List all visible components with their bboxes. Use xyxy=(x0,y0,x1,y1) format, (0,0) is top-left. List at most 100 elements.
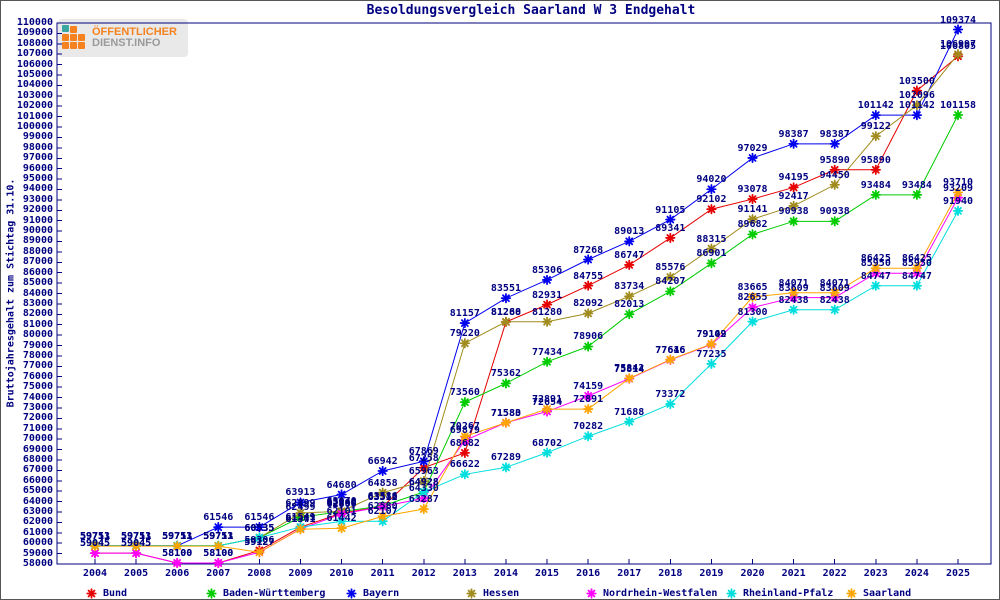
data-point-marker xyxy=(418,486,429,498)
site-logo[interactable]: ÖFFENTLICHER DIENST.INFO xyxy=(58,19,188,57)
y-tick-label: 93000 xyxy=(22,193,53,205)
y-tick-label: 109000 xyxy=(16,27,53,39)
data-point-marker xyxy=(254,522,265,533)
data-point-marker xyxy=(418,456,429,467)
data-point-marker xyxy=(541,403,553,415)
logo-squares-icon xyxy=(62,25,88,51)
data-point-marker xyxy=(829,164,840,175)
x-tick-label: 2021 xyxy=(781,568,806,579)
data-point-marker xyxy=(829,179,840,190)
y-tick-label: 96000 xyxy=(22,162,53,174)
x-tick-label: 2016 xyxy=(576,568,601,579)
data-point-marker xyxy=(459,397,470,408)
data-point-marker xyxy=(254,532,265,543)
data-point-marker xyxy=(295,497,306,508)
data-point-marker xyxy=(911,100,923,111)
y-tick-label: 61000 xyxy=(22,526,53,538)
data-point-marker xyxy=(747,291,758,303)
data-point-marker xyxy=(624,309,635,320)
data-point-marker xyxy=(541,356,553,367)
data-point-marker xyxy=(172,541,183,552)
data-point-marker xyxy=(952,109,964,121)
y-tick-label: 95000 xyxy=(22,173,53,185)
y-tick-label: 105000 xyxy=(16,69,53,81)
data-point-marker xyxy=(541,316,553,327)
x-tick-label: 2004 xyxy=(82,568,108,579)
data-point-marker xyxy=(665,232,676,244)
y-tick-label: 77000 xyxy=(22,360,53,372)
data-point-marker xyxy=(952,187,964,198)
data-point-marker xyxy=(377,501,388,512)
data-point-marker xyxy=(706,204,717,215)
y-tick-label: 69000 xyxy=(22,443,53,455)
y-tick-label: 60000 xyxy=(22,537,53,549)
data-point-marker xyxy=(130,541,142,552)
data-point-marker xyxy=(336,523,347,534)
data-point-marker xyxy=(911,85,923,96)
data-point-marker xyxy=(583,431,594,442)
x-tick-label: 2012 xyxy=(411,568,436,579)
data-point-marker xyxy=(254,547,265,558)
data-point-marker xyxy=(459,338,470,349)
x-tick-label: 2019 xyxy=(699,568,724,579)
y-tick-label: 107000 xyxy=(16,48,53,60)
data-point-marker xyxy=(870,110,881,121)
data-point-marker xyxy=(541,299,553,310)
data-point-marker xyxy=(336,516,347,527)
y-tick-label: 83000 xyxy=(22,297,53,309)
data-point-marker xyxy=(213,522,224,533)
data-point-marker xyxy=(870,280,881,291)
data-point-marker xyxy=(418,493,429,504)
y-tick-label: 78000 xyxy=(22,349,53,361)
data-point-marker xyxy=(377,465,388,477)
y-tick-label: 67000 xyxy=(22,464,53,476)
chart-title: Besoldungsvergleich Saarland W 3 Endgeha… xyxy=(366,3,696,18)
data-point-marker xyxy=(624,291,635,302)
y-tick-label: 64000 xyxy=(22,495,53,507)
data-point-marker xyxy=(295,507,306,519)
x-tick-label: 2010 xyxy=(329,568,354,579)
y-tick-label: 104000 xyxy=(16,79,53,91)
data-point-marker xyxy=(459,469,470,480)
y-tick-label: 74000 xyxy=(22,391,53,403)
y-tick-label: 85000 xyxy=(22,277,53,289)
series-line-hessen xyxy=(95,53,959,547)
data-point-marker xyxy=(583,254,594,265)
data-point-marker xyxy=(706,358,717,369)
x-tick-label: 2007 xyxy=(206,568,231,579)
series-line-saarland xyxy=(95,192,959,553)
data-point-marker xyxy=(500,417,512,428)
data-point-marker xyxy=(624,236,635,247)
data-point-marker xyxy=(665,398,676,410)
data-point-marker xyxy=(541,447,553,458)
y-tick-label: 87000 xyxy=(22,256,53,268)
data-point-marker xyxy=(952,205,964,216)
data-point-marker xyxy=(459,431,470,442)
x-tick-label: 2013 xyxy=(452,568,477,579)
data-point-marker xyxy=(213,557,224,569)
data-point-marker xyxy=(952,24,964,35)
x-tick-label: 2011 xyxy=(370,568,395,579)
y-tick-label: 68000 xyxy=(22,453,53,465)
data-point-marker xyxy=(89,548,101,559)
y-tick-label: 97000 xyxy=(22,152,53,164)
data-point-marker xyxy=(747,214,758,225)
x-tick-label: 2017 xyxy=(617,568,642,579)
x-tick-label: 2008 xyxy=(247,568,272,579)
y-tick-label: 73000 xyxy=(22,401,53,413)
data-point-marker xyxy=(665,286,676,297)
data-point-marker xyxy=(336,489,347,500)
data-point-marker xyxy=(911,189,923,200)
data-point-marker xyxy=(583,280,594,291)
y-tick-label: 65000 xyxy=(22,485,53,497)
y-tick-label: 99000 xyxy=(22,131,53,143)
y-tick-label: 100000 xyxy=(16,121,53,133)
data-point-marker xyxy=(624,416,635,427)
y-tick-label: 86000 xyxy=(22,266,53,278)
data-point-marker xyxy=(377,487,388,498)
x-tick-label: 2018 xyxy=(658,568,683,579)
y-tick-label: 76000 xyxy=(22,370,53,382)
y-tick-label: 82000 xyxy=(22,308,53,320)
data-point-marker xyxy=(870,263,881,274)
